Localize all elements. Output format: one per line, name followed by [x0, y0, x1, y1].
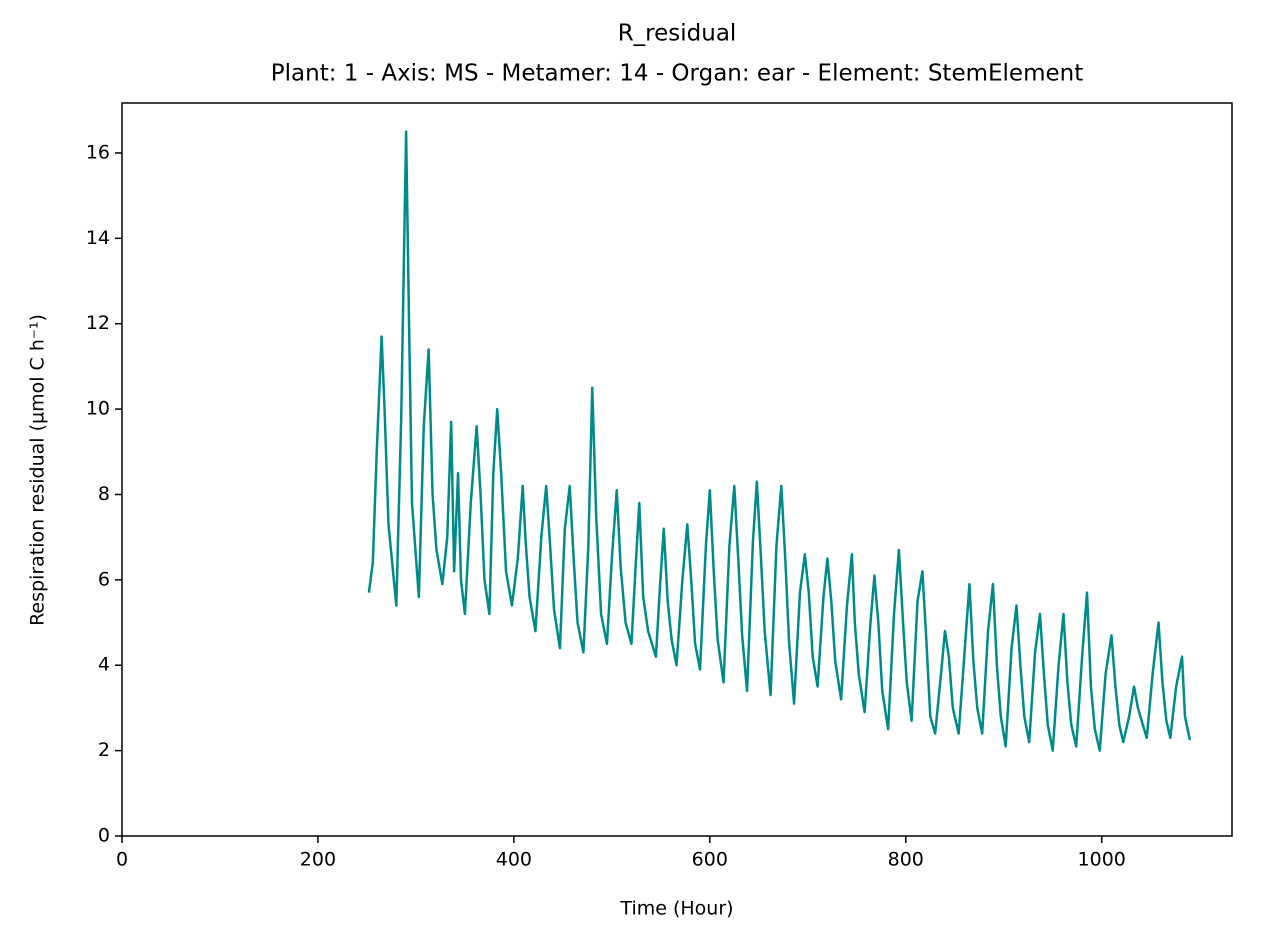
x-axis-label: Time (Hour)	[619, 898, 733, 920]
y-axis-label: Respiration residual (µmol C h⁻¹)	[27, 314, 49, 626]
data-line	[367, 130, 1192, 752]
chart-title: R_residual	[618, 21, 737, 47]
x-tick-label: 800	[888, 849, 924, 871]
y-tick-label: 0	[98, 825, 110, 847]
plot-frame	[121, 102, 1233, 837]
y-tick-label: 10	[86, 398, 110, 420]
x-tick-label: 600	[692, 849, 728, 871]
y-tick-label: 2	[98, 739, 110, 761]
y-tick-label: 4	[98, 654, 110, 676]
y-tick-label: 12	[86, 312, 110, 334]
chart-subtitle: Plant: 1 - Axis: MS - Metamer: 14 - Orga…	[271, 61, 1083, 87]
x-tick-label: 400	[496, 849, 532, 871]
y-tick-label: 16	[86, 141, 110, 163]
y-tick-label: 14	[86, 227, 110, 249]
x-tick-label: 0	[116, 849, 128, 871]
x-tick-label: 1000	[1078, 849, 1126, 871]
y-tick-label: 6	[98, 568, 110, 590]
x-tick-label: 200	[300, 849, 336, 871]
y-tick-label: 8	[98, 483, 110, 505]
